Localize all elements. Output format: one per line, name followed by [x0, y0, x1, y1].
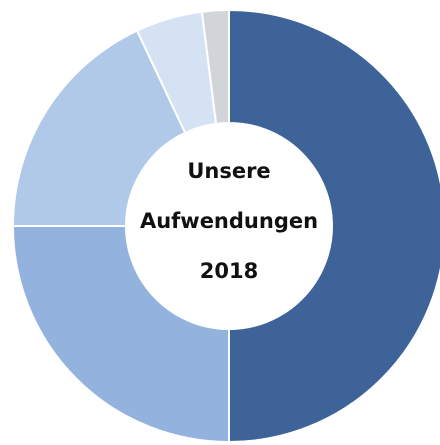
chart-title: Unsere Aufwendungen 2018: [139, 159, 319, 283]
slice: [11, 225, 230, 444]
slice: [200, 8, 230, 125]
slice: [228, 8, 440, 444]
slice: [11, 29, 187, 227]
